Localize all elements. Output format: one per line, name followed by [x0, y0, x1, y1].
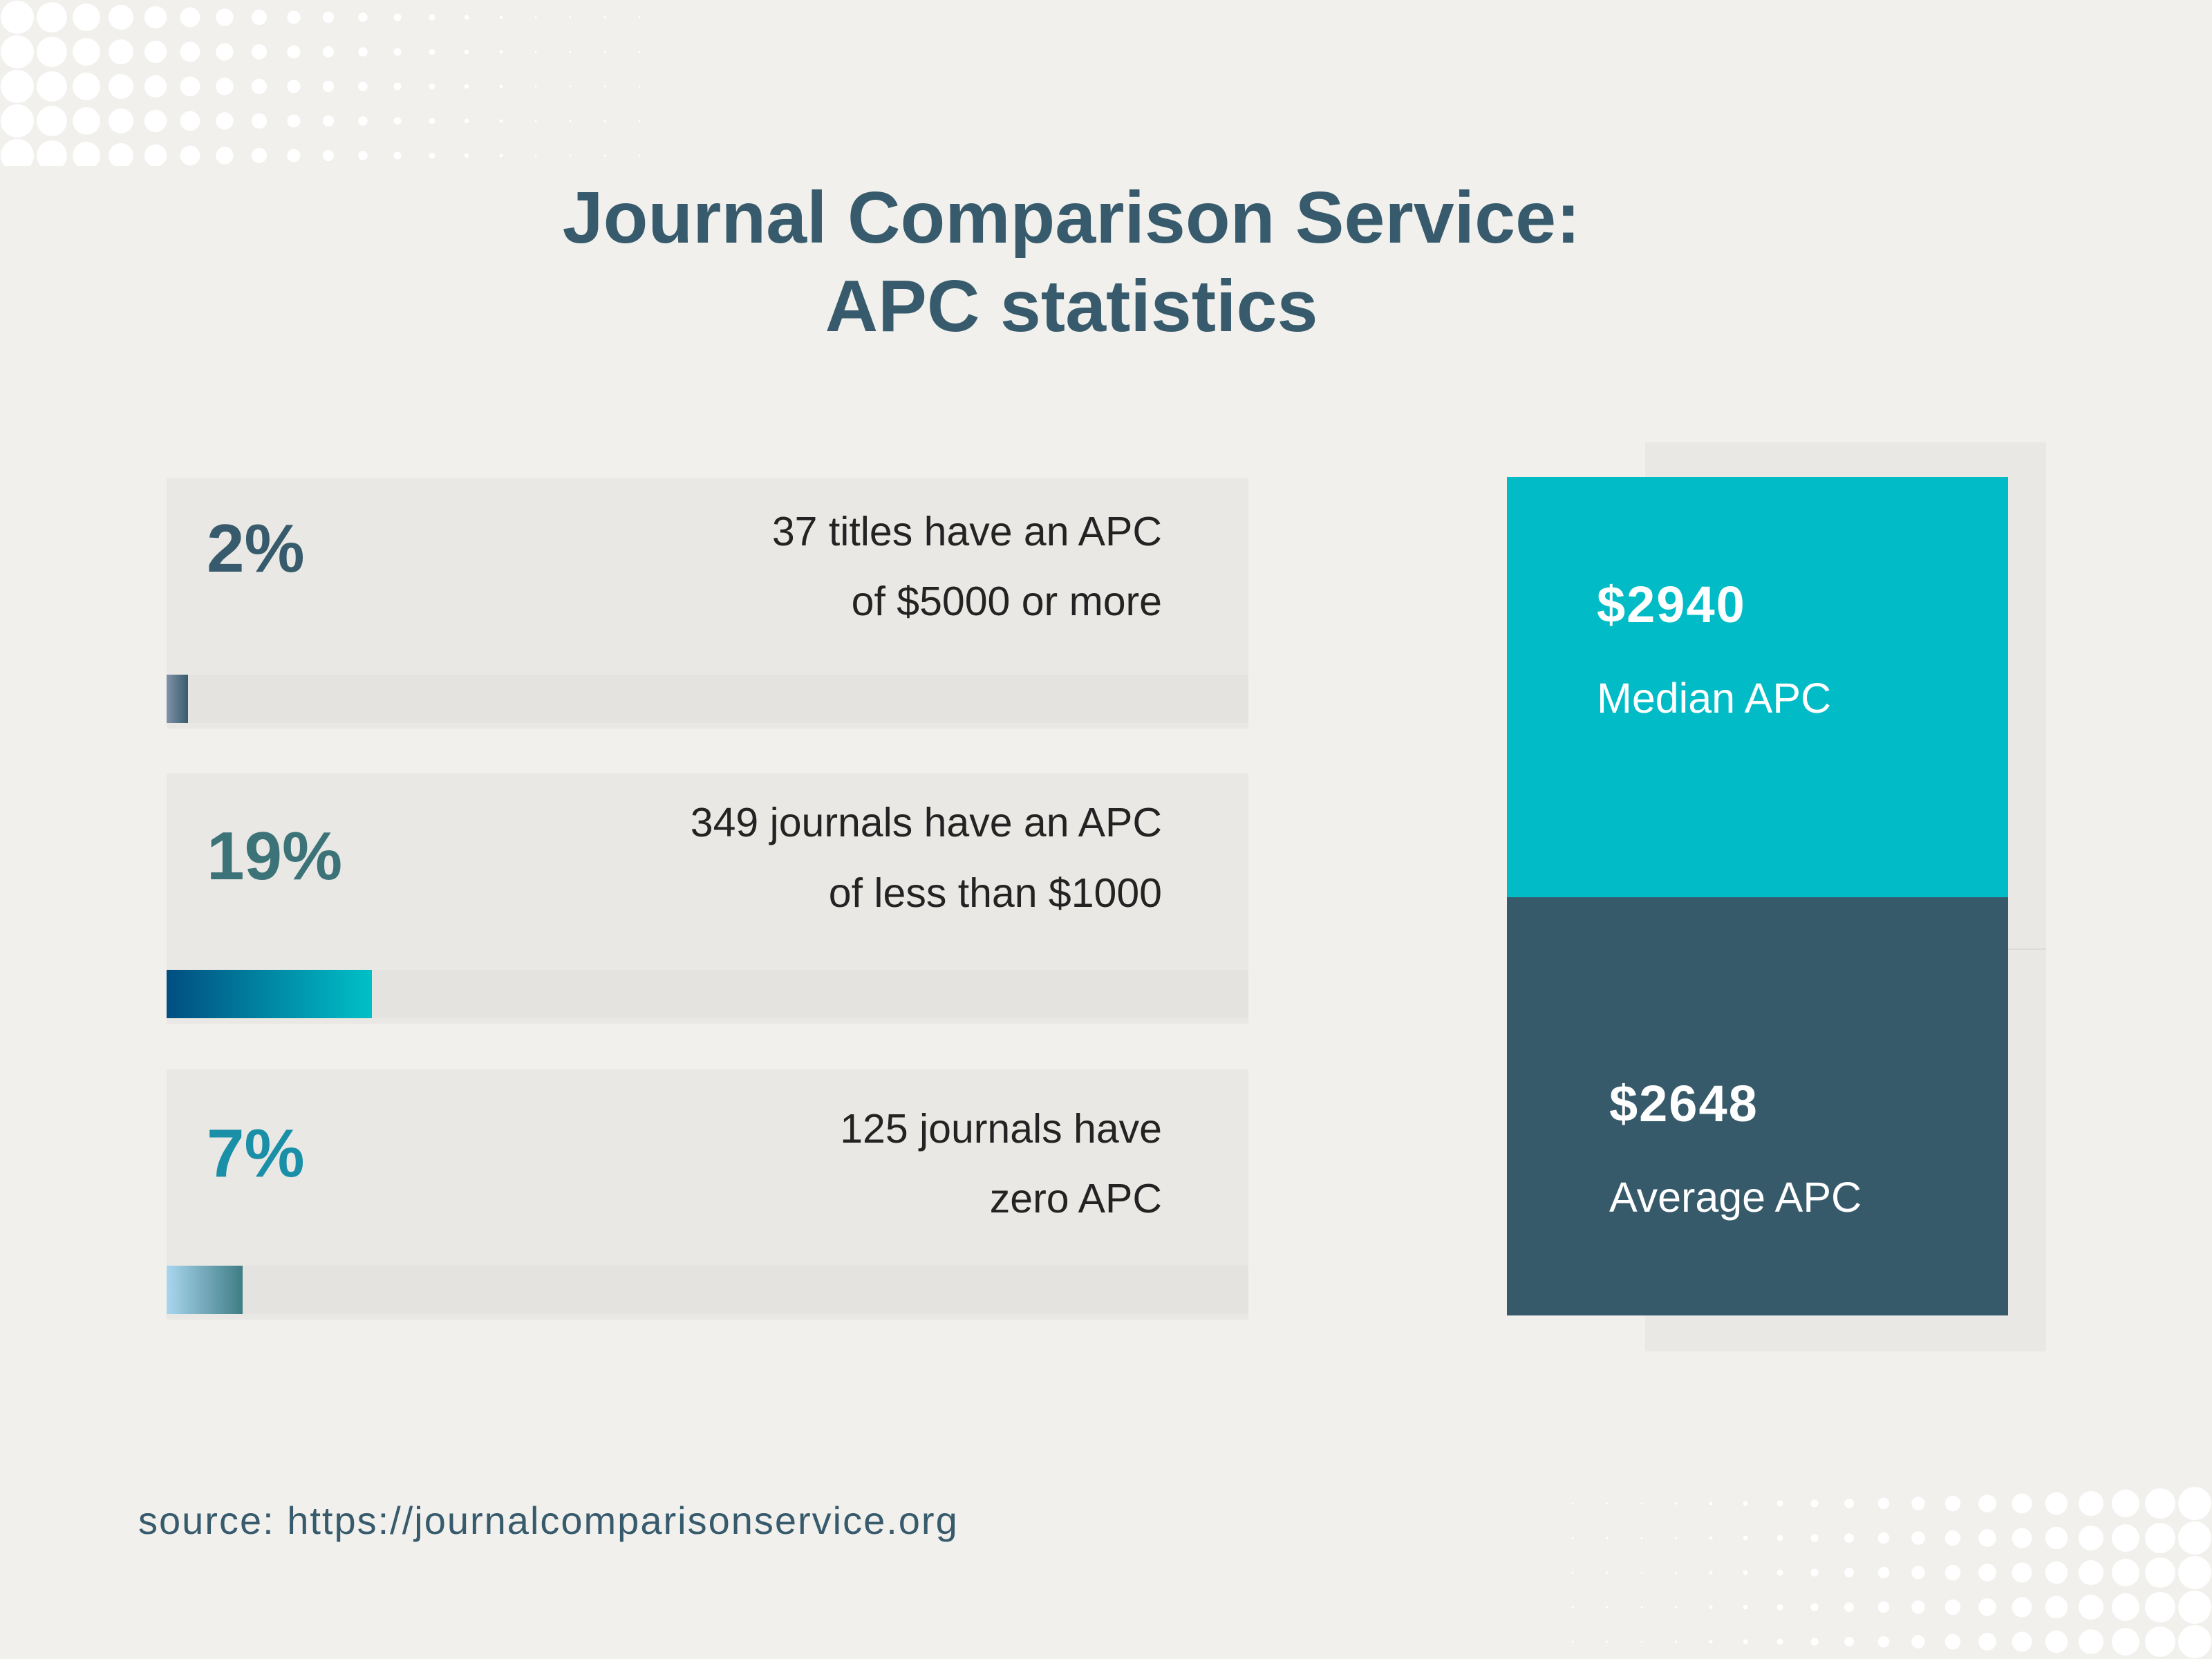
stat-text-line-1: 125 journals have	[840, 1106, 1162, 1152]
bar-fill	[167, 1266, 243, 1314]
stat-card-low-apc: 19% 349 journals have an APC of less tha…	[167, 774, 1248, 1024]
stat-text-line-2: zero APC	[989, 1176, 1162, 1221]
source-note: source: https://journalcomparisonservice…	[138, 1499, 959, 1542]
bar-track	[167, 675, 1248, 723]
chart-title-line-1: Journal Comparison Service:	[562, 177, 1581, 259]
stat-percent: 7%	[207, 1115, 305, 1191]
stat-card-zero-apc: 7% 125 journals have zero APC	[167, 1069, 1248, 1320]
kpi-average-label: Average APC	[1609, 1174, 1862, 1221]
kpi-median-value: $2940	[1597, 576, 1746, 633]
stat-text-line-1: 37 titles have an APC	[771, 509, 1162, 554]
decorative-dots-top-left	[0, 0, 650, 166]
bar-fill	[167, 970, 373, 1018]
stat-percent: 2%	[207, 510, 305, 586]
bar-track	[167, 970, 1248, 1018]
bar-fill	[167, 675, 189, 723]
stat-text-line-2: of less than $1000	[828, 870, 1162, 916]
stat-text-line-1: 349 journals have an APC	[690, 800, 1162, 845]
stat-card-high-apc: 2% 37 titles have an APC of $5000 or mor…	[167, 478, 1248, 729]
kpi-average-value: $2648	[1609, 1075, 1759, 1132]
chart-title-line-2: APC statistics	[825, 265, 1318, 347]
stat-percent: 19%	[207, 818, 343, 894]
stat-text-line-2: of $5000 or more	[851, 579, 1162, 624]
kpi-median-label: Median APC	[1597, 675, 1832, 722]
decorative-dots-bottom-right	[1555, 1486, 2212, 1659]
kpi-median-apc: $2940 Median APC	[1507, 477, 2008, 897]
bar-track	[167, 1266, 1248, 1314]
kpi-average-apc: $2648 Average APC	[1507, 897, 2008, 1315]
